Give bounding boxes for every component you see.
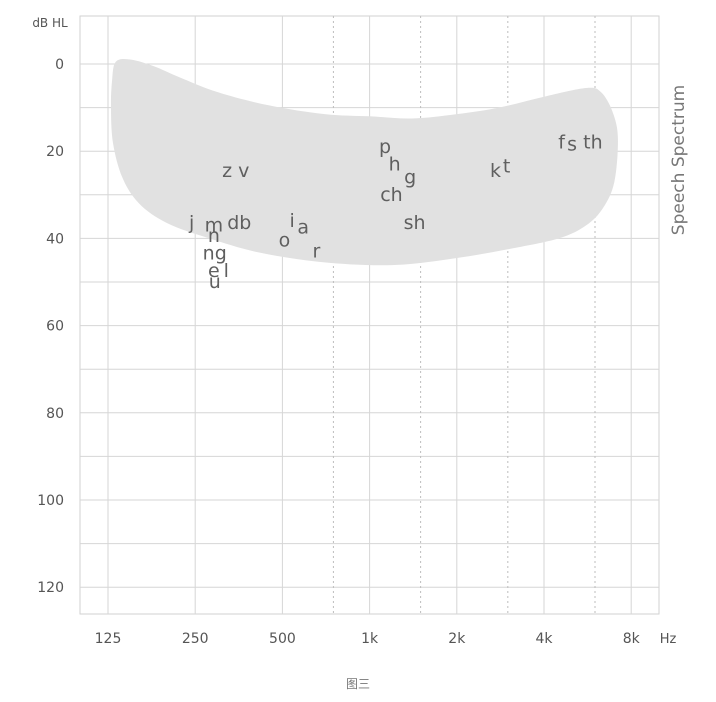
phoneme-label: f [558,131,566,153]
phoneme-label: r [312,240,320,262]
phoneme-label: sh [404,212,426,234]
y-tick-label: 40 [46,231,64,247]
phoneme-label: n [208,225,220,247]
x-tick-label: 4k [535,631,553,647]
x-tick-label: 2k [448,631,466,647]
phoneme-label: h [389,153,401,175]
figure-caption: 图三 [345,677,370,691]
phoneme-label: db [227,212,251,234]
speech-spectrum-label: Speech Spectrum [669,85,689,235]
phoneme-label: t [503,155,510,177]
phoneme-label: k [490,160,501,182]
phoneme-label: m [205,214,224,236]
phoneme-label: i [289,210,294,232]
y-tick-label: 80 [46,406,64,422]
y-tick-label: 120 [37,580,64,596]
phoneme-label: e [208,260,220,282]
x-tick-label: 250 [182,631,209,647]
phoneme-label: g [404,166,416,188]
y-tick-label: 20 [46,144,64,160]
x-axis-label: Hz [660,632,677,647]
phoneme-label: a [297,217,309,239]
phoneme-label: l [224,260,229,282]
x-tick-label: 500 [269,631,296,647]
y-tick-label: 60 [46,319,64,335]
phoneme-label: j [188,212,194,234]
phoneme-label: th [583,131,603,153]
x-tick-label: 1k [361,631,379,647]
y-tick-label: 100 [37,493,64,509]
y-tick-label: 0 [55,57,64,73]
x-tick-label: 125 [95,631,122,647]
x-tick-label: 8k [623,631,641,647]
speech-spectrum-region [110,59,618,266]
y-axis-label: dB HL [32,16,68,30]
phoneme-label: p [379,136,391,158]
phoneme-label: u [209,271,221,293]
phoneme-label: s [567,134,577,156]
phoneme-label: z v [222,160,249,182]
phoneme-label: o [279,230,291,252]
phoneme-label: ch [380,184,403,206]
phoneme-label: ng [203,243,227,265]
